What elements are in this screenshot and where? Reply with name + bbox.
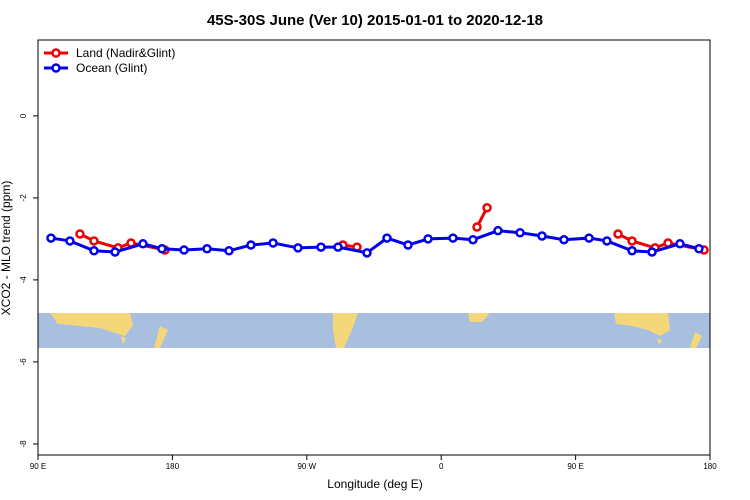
plot-frame — [37, 39, 711, 456]
point — [627, 236, 637, 246]
point — [224, 246, 234, 256]
legend-marker — [51, 48, 61, 58]
point — [202, 243, 212, 254]
point — [46, 233, 56, 243]
legend-marker — [51, 63, 61, 73]
point — [65, 236, 75, 246]
legend-label: Land (Nadir&Glint) — [76, 46, 175, 60]
point — [293, 243, 303, 253]
point — [110, 247, 120, 257]
point — [362, 248, 372, 258]
point — [179, 245, 189, 255]
point — [472, 222, 482, 232]
chart-title: 45S-30S June (Ver 10) 2015-01-01 to 2020… — [207, 12, 543, 29]
point — [493, 225, 503, 236]
map-strip — [38, 313, 710, 348]
point — [584, 233, 594, 243]
y-tick-label: 0 — [19, 113, 28, 118]
x-tick-label: 180 — [166, 462, 180, 471]
point — [75, 229, 85, 239]
point — [89, 236, 99, 246]
series-line — [50, 229, 700, 255]
point — [423, 234, 433, 244]
point — [515, 227, 525, 238]
y-tick-label: -8 — [19, 440, 28, 448]
point — [448, 233, 458, 243]
point — [138, 239, 148, 249]
y-tick-label: -6 — [19, 358, 28, 366]
legend-label: Ocean (Glint) — [76, 61, 147, 75]
point — [537, 231, 547, 241]
y-tick-label: -4 — [19, 276, 28, 284]
point — [647, 247, 657, 257]
point — [694, 243, 704, 254]
x-axis-label: Longitude (deg E) — [327, 477, 422, 491]
point — [316, 242, 326, 252]
point — [675, 239, 685, 249]
point — [613, 229, 623, 239]
y-tick-label: -2 — [19, 194, 28, 202]
x-tick-label: 180 — [703, 462, 717, 471]
point — [482, 202, 492, 213]
x-tick-label: 90 E — [30, 462, 46, 471]
x-tick-label: 90 W — [297, 462, 316, 471]
point — [627, 246, 637, 256]
point — [403, 240, 413, 250]
point — [89, 246, 99, 256]
point — [559, 234, 569, 245]
x-tick-label: 0 — [439, 462, 444, 471]
point — [382, 233, 392, 243]
point — [468, 234, 478, 245]
point — [268, 238, 278, 248]
y-axis-label: XCO2 - MLO trend (ppm) — [0, 181, 13, 316]
point — [246, 240, 256, 250]
point — [157, 243, 167, 254]
point — [602, 236, 612, 246]
x-tick-label: 90 E — [567, 462, 583, 471]
point — [333, 242, 343, 252]
